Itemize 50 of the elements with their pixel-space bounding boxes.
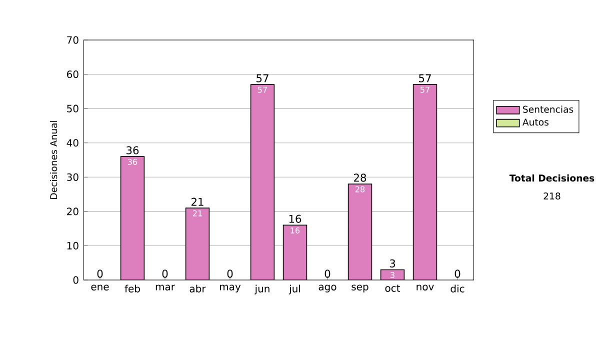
x-tick-label: feb (124, 284, 140, 292)
total-label: 57 (256, 74, 268, 82)
y-tick-label: 10 (67, 242, 78, 250)
data-label: 57 (258, 86, 267, 93)
total-label: 36 (126, 146, 139, 154)
y-tick-label: 50 (67, 104, 78, 112)
total-label: 21 (191, 198, 204, 206)
total-label: 0 (324, 270, 330, 278)
data-label: 3 (390, 272, 394, 278)
y-tick-label: 60 (67, 70, 78, 78)
total-label: 0 (454, 270, 460, 278)
x-tick-label: abr (190, 284, 206, 292)
x-tick-label: dic (450, 284, 464, 292)
y-tick-label: 70 (67, 36, 78, 44)
text: 218 (544, 192, 560, 200)
bar (185, 208, 210, 280)
x-tick-label: nov (416, 284, 434, 290)
y-axis-title: Decisiones Anual (50, 120, 58, 199)
y-tick-label: 30 (67, 173, 78, 181)
text: Total Decisiones (509, 174, 594, 182)
legend-label: Sentencias (523, 106, 574, 113)
bar (250, 84, 275, 280)
total-label: 0 (227, 270, 233, 278)
total-label: 3 (390, 259, 396, 268)
data-label: 21 (193, 210, 202, 216)
bar (282, 224, 308, 280)
legend-label: Autos (522, 118, 548, 126)
y-tick-label: 0 (73, 276, 78, 284)
data-label: 57 (420, 86, 430, 93)
total-label: 0 (97, 270, 103, 278)
y-tick-label: 20 (67, 208, 78, 216)
total-label: 57 (419, 74, 431, 82)
data-label: 36 (128, 158, 138, 165)
bar (120, 156, 145, 280)
x-tick-label: oct (385, 284, 400, 292)
data-label: 28 (356, 186, 365, 192)
x-tick-label: may (220, 284, 241, 292)
x-tick-label: mar (156, 284, 176, 290)
total-label: 16 (289, 214, 302, 223)
x-tick-label: jul (288, 284, 300, 294)
total-label: 0 (162, 270, 168, 278)
y-tick-label: 40 (66, 139, 78, 147)
total-label: 28 (354, 174, 366, 182)
data-label: 16 (290, 227, 300, 234)
x-tick-label: jun (254, 284, 270, 294)
x-tick-label: ago (318, 284, 336, 292)
x-tick-label: sep (352, 284, 368, 292)
bar (348, 184, 372, 280)
bar (412, 84, 438, 280)
x-tick-label: ene (91, 284, 109, 290)
